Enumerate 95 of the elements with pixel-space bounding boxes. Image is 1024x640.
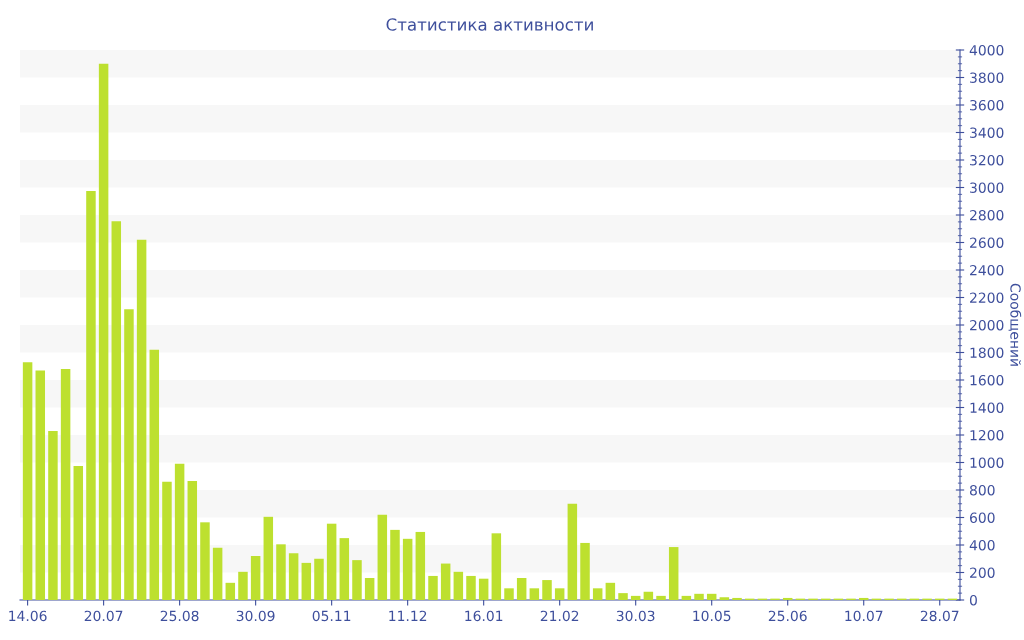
bar [212,547,223,600]
y-tick-label: 3200 [970,154,1004,166]
bar [478,578,489,600]
bar [554,588,565,600]
bar [364,578,375,600]
y-tick-label: 1400 [970,402,1004,413]
y-tick-label: 800 [969,484,995,496]
bar [567,503,578,600]
y-tick-label: 2000 [970,319,1004,331]
bar [187,481,198,600]
bar [250,556,261,600]
bar [174,463,185,600]
bar [377,514,388,600]
x-tick-label: 16.01 [465,610,503,622]
bar [301,562,312,600]
bar [352,560,362,600]
y-tick-label: 1800 [970,347,1004,358]
x-tick-label: 28.07 [920,610,959,622]
bar [592,588,603,600]
bar [732,597,742,600]
y-tick-label: 3800 [970,72,1004,83]
y-tick-label: 1200 [970,429,1004,441]
y-tick-label: 3400 [970,127,1004,138]
y-tick-label: 2400 [970,264,1004,276]
bar [22,362,33,600]
y-tick-label: 1600 [970,374,1004,386]
x-tick-label: 30.09 [236,610,275,622]
bar [415,531,426,600]
bar [618,593,628,600]
x-tick-label: 20.07 [84,610,123,622]
x-tick-label: 05.11 [312,610,351,622]
bar [288,553,299,600]
chart-title: Статистика активности [386,18,593,31]
bar [706,593,717,600]
bar [124,309,134,600]
bar [719,597,730,600]
bar [390,529,400,600]
bar [86,190,96,600]
bar [162,481,172,600]
bar [656,595,666,600]
bar [111,221,122,600]
x-tick-label: 10.07 [845,610,883,622]
bar [35,370,46,600]
bar [200,522,210,600]
y-tick-label: 2600 [970,237,1004,248]
bar [149,349,160,600]
x-tick-label: 10.05 [693,610,731,622]
bar [529,588,540,600]
bar [504,588,514,600]
y-axis-title: Сообщений [1008,283,1022,366]
y-tick-label: 400 [969,539,995,551]
bar [225,582,236,600]
bar [630,595,641,600]
bar [516,578,527,600]
y-tick-label: 2200 [970,292,1004,303]
bar [681,595,692,600]
bar [491,533,502,600]
x-tick-label: 30.03 [616,610,655,622]
bar [643,591,654,600]
bar [263,516,274,600]
bar [453,571,464,600]
bar [542,580,552,600]
y-tick-label: 600 [970,512,995,523]
y-tick-label: 200 [970,567,995,578]
bar [339,538,350,600]
y-tick-label: 3000 [970,182,1004,193]
bar [694,593,704,600]
x-tick-label: 25.08 [160,610,199,622]
bar [466,575,476,600]
bar [48,430,58,600]
y-tick-label: 0 [969,594,977,606]
x-tick-label: 25.06 [768,610,807,622]
y-tick-label: 4000 [969,44,1004,56]
bar [858,597,869,600]
x-tick-label: 21.02 [540,610,579,622]
bar [326,523,337,600]
y-tick-label: 3600 [970,99,1004,111]
bar [402,538,413,600]
bar [605,582,616,600]
bar [60,369,71,600]
x-tick-label: 11.12 [389,610,427,621]
bar [428,575,438,600]
bar [314,558,324,600]
bar [440,563,451,600]
bar [668,547,679,600]
bar [580,542,590,600]
bar [238,571,248,600]
bar [98,63,109,600]
bar [276,544,286,600]
bar [782,597,793,600]
bar [136,239,147,600]
x-tick-label: 14.06 [9,610,47,622]
y-tick-label: 1000 [970,457,1004,468]
bar [73,465,84,600]
y-tick-label: 2800 [970,209,1004,221]
